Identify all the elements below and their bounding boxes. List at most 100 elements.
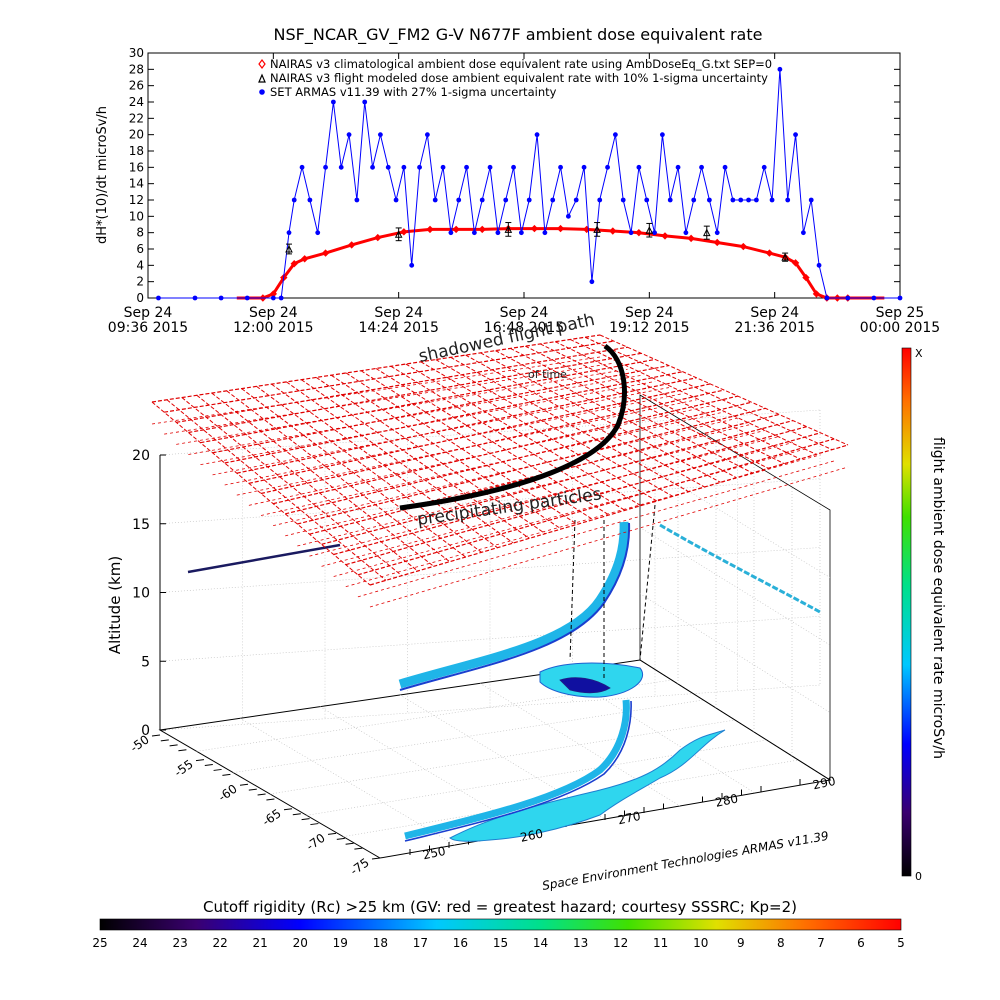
point-set-armas xyxy=(738,197,744,203)
point-set-armas xyxy=(845,295,851,301)
point-set-armas xyxy=(346,132,352,138)
plane-gridline-lower xyxy=(260,411,725,516)
point-set-armas xyxy=(401,164,407,170)
point-nairas-climatological xyxy=(452,225,460,234)
legend: NAIRAS v3 climatological ambient dose eq… xyxy=(258,57,772,99)
y-tick-label: 30 xyxy=(129,46,144,60)
rigidity-tick-label: 13 xyxy=(573,936,588,950)
latitude-tick-mark xyxy=(345,842,354,845)
latitude-tick-mark xyxy=(213,768,222,771)
point-nairas-climatological xyxy=(478,225,486,234)
legend-marker-nairas-climatological xyxy=(258,59,266,69)
point-set-armas xyxy=(323,164,328,170)
point-set-armas xyxy=(808,197,814,203)
point-set-armas xyxy=(307,197,313,203)
point-nairas-climatological xyxy=(426,225,434,234)
plane-gridline xyxy=(360,370,594,521)
point-nairas-flight xyxy=(593,225,601,233)
point-set-armas xyxy=(338,164,344,170)
point-set-armas xyxy=(354,197,360,203)
point-nairas-flight xyxy=(781,253,789,261)
point-set-armas xyxy=(550,197,556,203)
point-set-armas xyxy=(440,164,446,170)
plane-gridline xyxy=(241,388,466,558)
rigidity-tick-label: 14 xyxy=(533,936,548,950)
point-set-armas xyxy=(156,295,161,301)
point-nairas-climatological xyxy=(530,224,539,233)
point-set-armas xyxy=(605,164,610,170)
latitude-tick-mark xyxy=(354,847,363,850)
altitude-axis-label: Altitude (km) xyxy=(106,556,124,654)
x-tick-label-day: Sep 24 xyxy=(124,305,173,321)
altitude-tick-label: 0 xyxy=(141,723,150,739)
point-set-armas xyxy=(753,197,759,203)
point-set-armas xyxy=(777,66,783,72)
series-nairas-climatological-line xyxy=(262,227,848,300)
point-set-armas xyxy=(691,197,697,203)
rigidity-colorbar-title: Cutoff rigidity (Rc) >25 km (GV: red = g… xyxy=(203,898,797,916)
point-set-armas xyxy=(581,164,587,170)
plane-gridline xyxy=(260,389,725,495)
floor-gridline xyxy=(269,719,736,795)
rigidity-tick-label: 9 xyxy=(737,936,745,950)
point-set-armas xyxy=(793,132,798,138)
plane-gridline xyxy=(554,341,801,460)
x-tick-label-time: 21:36 2015 xyxy=(734,320,814,336)
point-set-armas xyxy=(393,197,399,203)
latitude-tick-mark xyxy=(239,783,249,786)
point-set-armas xyxy=(675,164,681,170)
plane-gridline xyxy=(315,377,546,535)
point-set-armas xyxy=(589,279,595,285)
point-nairas-climatological xyxy=(791,259,800,267)
point-set-armas xyxy=(511,164,516,170)
latitude-tick-mark xyxy=(371,857,381,860)
point-set-armas xyxy=(244,295,250,301)
longitude-tick-label: 270 xyxy=(617,809,642,827)
altitude-tick-label: 5 xyxy=(141,654,150,670)
point-set-armas xyxy=(897,295,903,301)
y-tick-label: 12 xyxy=(129,193,144,207)
y-tick-label: 24 xyxy=(129,95,144,109)
point-set-armas xyxy=(612,132,618,138)
latitude-tick-label: -60 xyxy=(216,782,240,805)
point-nairas-climatological xyxy=(635,228,643,237)
plane-gridline xyxy=(435,359,673,497)
x-tick-label-time: 12:00 2015 xyxy=(233,320,313,336)
point-set-armas xyxy=(652,230,657,236)
dose-colorbar-title: flight ambient dose equivalent rate micr… xyxy=(930,437,946,759)
point-nairas-flight xyxy=(285,244,293,253)
x-tick-label-day: Sep 24 xyxy=(750,305,799,321)
point-nairas-climatological xyxy=(374,233,382,242)
y-tick-label: 4 xyxy=(136,258,144,272)
rigidity-tick-label: 25 xyxy=(92,936,107,950)
latitude-tick-mark xyxy=(310,823,319,826)
point-set-armas xyxy=(270,295,276,301)
rigidity-tick-label: 16 xyxy=(453,936,468,950)
latitude-tick-label: -55 xyxy=(172,757,196,780)
vertical-drop-lines-2 xyxy=(569,519,576,661)
plane-gridline xyxy=(345,372,578,525)
point-nairas-flight xyxy=(645,226,654,234)
ground-dark-spot xyxy=(559,677,611,694)
floor-gridline xyxy=(559,671,756,794)
point-nairas-climatological xyxy=(739,242,748,251)
rigidity-tick-label: 19 xyxy=(333,936,348,950)
point-nairas-climatological xyxy=(556,224,565,233)
plane-gridline-lower xyxy=(369,466,849,608)
longitude-tick-label: 250 xyxy=(422,844,447,862)
point-set-armas xyxy=(362,99,368,105)
point-set-armas xyxy=(871,295,877,301)
latitude-tick-mark xyxy=(336,837,345,840)
point-set-armas xyxy=(769,197,775,203)
point-set-armas xyxy=(278,295,284,301)
x-tick-label-time: 16:48 2015 xyxy=(484,320,564,336)
legend-label-nairas-climatological: NAIRAS v3 climatological ambient dose eq… xyxy=(270,57,772,71)
point-set-armas xyxy=(659,132,665,138)
plane-gridline-lower xyxy=(188,374,642,455)
rigidity-tick-label: 22 xyxy=(213,936,228,950)
latitude-tick-mark xyxy=(195,759,205,762)
point-nairas-flight xyxy=(394,230,403,238)
plane-gridline xyxy=(450,356,689,493)
point-nairas-climatological xyxy=(802,273,810,282)
